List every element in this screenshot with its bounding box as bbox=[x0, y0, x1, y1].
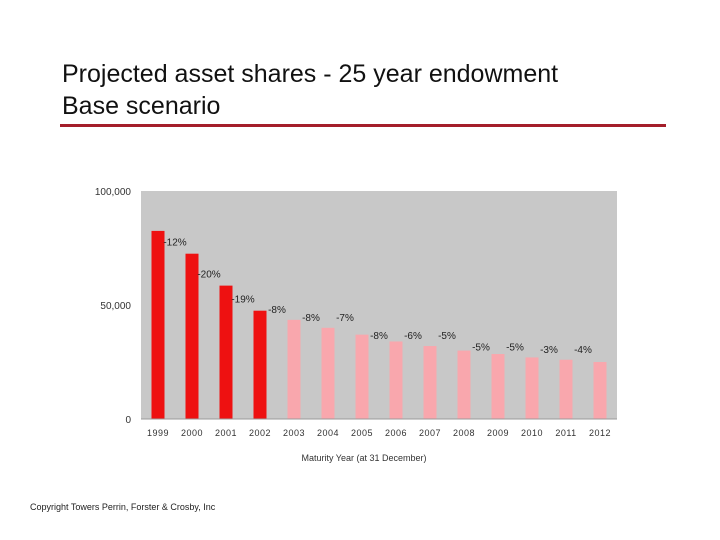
bar-1999 bbox=[151, 230, 165, 419]
bar-2006 bbox=[389, 341, 403, 419]
x-tick-label-2009: 2009 bbox=[487, 428, 509, 438]
x-tick-label-1999: 1999 bbox=[147, 428, 169, 438]
x-tick-label-2011: 2011 bbox=[555, 428, 576, 438]
change-label: -7% bbox=[336, 313, 354, 324]
x-tick-label-2007: 2007 bbox=[419, 428, 441, 438]
x-tick-label-2002: 2002 bbox=[249, 428, 271, 438]
plot-area bbox=[141, 191, 617, 419]
x-tick-label-2000: 2000 bbox=[181, 428, 203, 438]
change-label: -19% bbox=[231, 295, 254, 306]
x-tick-label-2004: 2004 bbox=[317, 428, 339, 438]
y-tick-label: 50,000 bbox=[100, 301, 131, 312]
bar-2001 bbox=[219, 285, 233, 419]
bar-2011 bbox=[559, 359, 573, 419]
bar-2004 bbox=[321, 327, 335, 419]
change-label: -6% bbox=[404, 331, 422, 342]
title-line-2: Base scenario bbox=[62, 92, 221, 120]
bar-2010 bbox=[525, 357, 539, 419]
change-label: -5% bbox=[506, 343, 524, 354]
bar-2002 bbox=[253, 310, 267, 419]
x-tick-label-2005: 2005 bbox=[351, 428, 373, 438]
bar-2003 bbox=[287, 319, 301, 419]
bar-2007 bbox=[423, 346, 437, 419]
copyright-notice: Copyright Towers Perrin, Forster & Crosb… bbox=[30, 502, 216, 512]
change-label: -5% bbox=[438, 331, 456, 342]
title-underline bbox=[60, 124, 666, 127]
change-label: -4% bbox=[574, 345, 592, 356]
y-tick-label: 0 bbox=[125, 415, 131, 426]
change-label: -3% bbox=[540, 345, 558, 356]
change-label: -5% bbox=[472, 343, 490, 354]
change-label: -20% bbox=[197, 270, 220, 281]
x-axis-title: Maturity Year (at 31 December) bbox=[301, 453, 426, 463]
bar-2012 bbox=[593, 362, 607, 419]
x-tick-label-2003: 2003 bbox=[283, 428, 305, 438]
x-tick-label-2001: 2001 bbox=[215, 428, 237, 438]
bar-2008 bbox=[457, 350, 471, 419]
change-label: -12% bbox=[163, 238, 186, 249]
change-label: -8% bbox=[370, 331, 388, 342]
bar-2000 bbox=[185, 253, 199, 419]
x-tick-label-2012: 2012 bbox=[589, 428, 611, 438]
x-tick-label-2010: 2010 bbox=[521, 428, 543, 438]
bar-2009 bbox=[491, 354, 505, 419]
y-tick-label: 100,000 bbox=[95, 187, 132, 198]
x-tick-label-2008: 2008 bbox=[453, 428, 475, 438]
change-label: -8% bbox=[302, 313, 320, 324]
change-label: -8% bbox=[268, 305, 286, 316]
bar-2005 bbox=[355, 334, 369, 419]
title-line-1: Projected asset shares - 25 year endowme… bbox=[62, 60, 559, 88]
x-tick-label-2006: 2006 bbox=[385, 428, 407, 438]
slide-title: Projected asset shares - 25 year endowme… bbox=[62, 58, 558, 122]
